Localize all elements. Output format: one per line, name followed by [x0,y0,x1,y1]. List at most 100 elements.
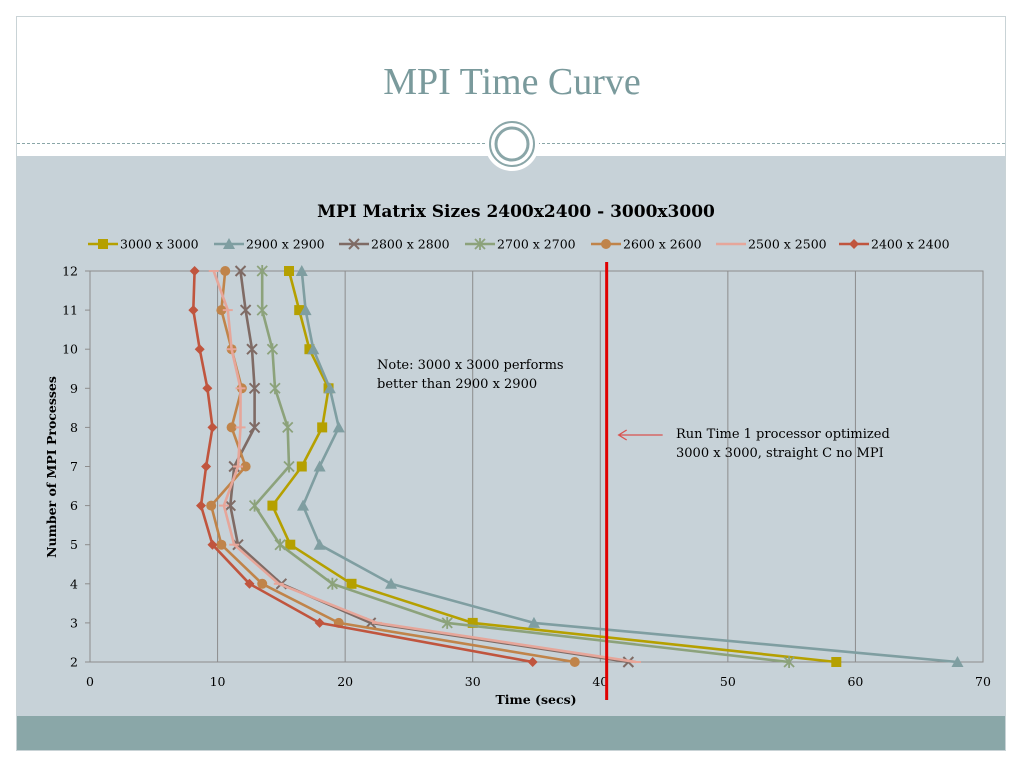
data-point [294,305,305,316]
data-point [285,539,296,550]
data-point [257,578,268,589]
data-point [441,616,453,629]
legend-marker [849,239,859,249]
x-tick-label: 50 [720,674,736,689]
legend-label: 2600 x 2600 [623,237,702,252]
data-point [248,382,261,395]
data-point [274,538,286,551]
legend-label: 2500 x 2500 [748,237,827,252]
legend-marker [601,239,611,249]
data-point [256,265,268,277]
y-tick-label: 6 [70,498,78,513]
series-2400x2400 [188,266,538,667]
annotation-run-time: Run Time 1 processor optimized 3000 x 300… [676,427,890,461]
data-point [216,305,227,316]
data-point [267,500,278,511]
data-point [284,266,295,276]
data-point [248,421,261,434]
data-point [224,499,237,512]
data-point [194,344,205,355]
annotation-line: 3000 x 3000, straight C no MPI [676,446,884,461]
series-2900x2900 [295,265,964,667]
x-tick-label: 0 [86,674,94,689]
data-point [266,343,279,356]
x-tick-label: 10 [210,674,226,689]
data-point [248,499,261,512]
x-tick-label: 70 [975,674,991,689]
data-point [269,382,281,395]
series-line [212,270,637,664]
y-tick-label: 7 [70,459,78,474]
data-point [332,421,345,433]
data-point [239,304,252,316]
series-line [271,270,837,664]
y-tick-label: 5 [70,537,78,552]
data-point [202,383,213,394]
legend-marker [348,238,360,250]
data-point [317,422,328,433]
data-point [244,578,255,589]
series-2500x2500 [208,270,642,664]
y-tick-label: 11 [62,303,78,318]
data-point [282,421,294,434]
annotation-line: Note: 3000 x 3000 performs [377,358,564,373]
legend-label: 2400 x 2400 [871,237,950,252]
legend-marker [98,239,108,249]
series-line [253,271,790,664]
series-line [300,270,958,664]
data-point [314,617,325,628]
y-tick-label: 4 [70,576,78,591]
legend-label: 2900 x 2900 [246,237,325,252]
series-2800x2800 [224,265,635,668]
data-point [207,422,218,433]
data-point [304,344,315,355]
plot-area: 0 10 20 30 40 50 60 70 2 3 4 5 6 7 8 9 10 11 12 [62,262,991,700]
data-point [189,266,200,276]
annotation-note: Note: 3000 x 3000 performs better than 29… [377,358,564,392]
data-point [283,460,295,473]
annotation-line: better than 2900 x 2900 [377,377,537,392]
y-tick-label: 2 [70,655,78,670]
data-point [297,499,310,511]
legend-marker [474,238,486,250]
data-point [226,422,237,433]
series-2600x2600 [206,266,580,667]
data-point [188,305,199,316]
data-point [326,577,339,590]
data-point [296,461,307,472]
data-point [831,657,842,667]
data-point [207,539,218,550]
data-point [313,460,326,472]
data-point [323,382,336,394]
y-tick-label: 9 [70,381,78,396]
circle-ornament-icon [485,117,539,171]
chart-title: MPI Matrix Sizes 2400x2400 - 3000x3000 [317,202,715,222]
data-point [569,657,580,667]
data-point [295,265,308,276]
data-point [527,616,540,628]
chart-legend: 3000 x 3000 2900 x 2900 2800 x 2800 2700 x … [88,237,950,252]
x-tick-label: 40 [592,674,608,689]
content-panel [17,156,1005,716]
series-3000x3000 [267,266,842,667]
data-point [240,461,251,472]
data-point [256,304,268,317]
data-point [201,461,212,472]
x-axis-label: Time (secs) [495,692,576,707]
data-point [951,656,964,667]
data-point [346,578,357,589]
data-point [246,343,258,355]
plot-border [89,270,984,663]
legend-label: 3000 x 3000 [120,237,199,252]
legend-marker [223,238,235,249]
data-point [195,500,206,511]
slide-title: MPI Time Curve [383,61,641,103]
annotation-line: Run Time 1 processor optimized [676,427,890,442]
data-point [216,539,227,550]
y-tick-label: 10 [62,342,78,357]
data-point [299,304,312,316]
data-point [385,577,398,589]
x-tick-label: 60 [847,674,863,689]
data-point [220,266,231,276]
legend-label: 2800 x 2800 [371,237,450,252]
